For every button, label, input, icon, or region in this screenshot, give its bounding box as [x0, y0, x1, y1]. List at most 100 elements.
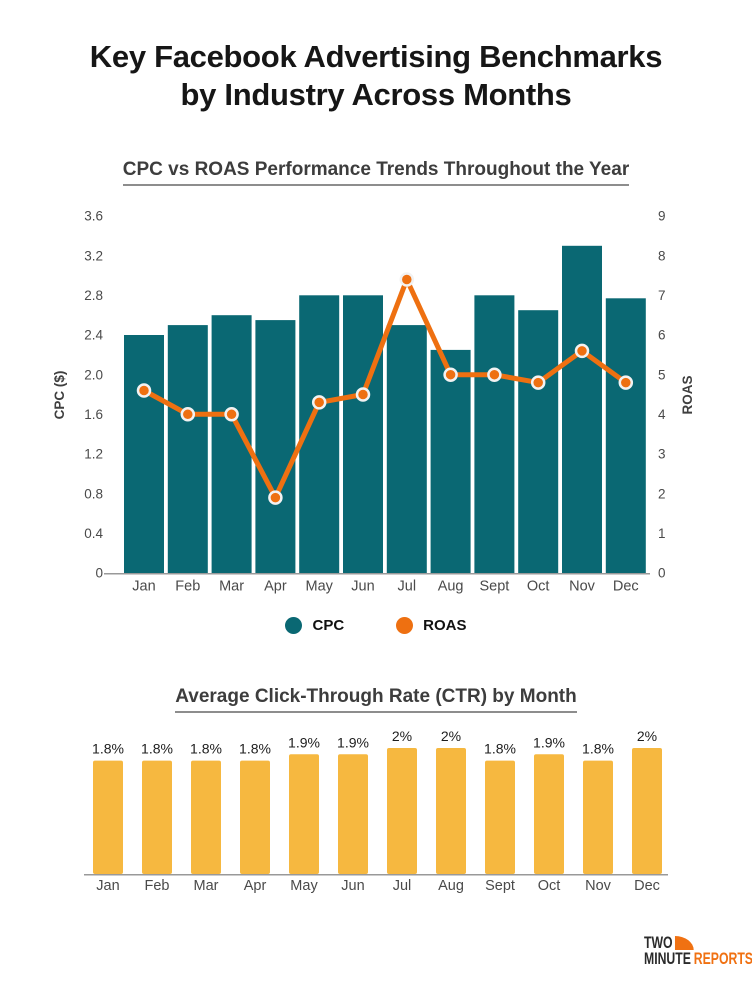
left-axis-tick-label: 3.6 [84, 209, 103, 224]
cpc-legend-label: CPC [312, 617, 345, 634]
ctr-value-label: 1.9% [533, 734, 565, 750]
x-axis-month-label: Oct [527, 579, 550, 595]
x-axis-month-label: Jun [351, 579, 374, 595]
cpc-bar [562, 245, 602, 574]
x-axis-month-label: Dec [634, 878, 660, 894]
roas-point [180, 407, 196, 422]
legend-item-roas: ROAS [396, 617, 467, 634]
x-axis-month-label: Jan [96, 878, 119, 894]
cpc-legend-dot-icon [285, 617, 303, 634]
left-axis-tick-label: 2.8 [84, 288, 103, 303]
page-title-line2: by Industry Across Months [180, 77, 572, 112]
ctr-bar [534, 754, 564, 874]
ctr-value-label: 1.8% [190, 741, 222, 757]
right-axis-tick-label: 3 [658, 447, 666, 462]
roas-point [224, 407, 239, 422]
roas-legend-dot-icon [396, 617, 414, 634]
roas-line [141, 277, 629, 501]
x-axis-month-label: Oct [538, 878, 561, 894]
ctr-value-label: 2% [392, 728, 412, 744]
ctr-value-label: 2% [637, 728, 657, 744]
left-axis-tick-label: 0 [95, 566, 103, 581]
logo-word-two: TWO [644, 933, 673, 952]
logo-row-1: TWO [644, 933, 752, 952]
x-axis-month-label: Nov [585, 878, 612, 894]
left-axis-tick-label: 1.6 [84, 407, 103, 422]
ctr-value-label: 1.9% [288, 734, 320, 750]
page-title-line1: Key Facebook Advertising Benchmarks [89, 39, 663, 74]
ctr-bar-chart: 1.8% 1.8% 1.8% 1.8% 1.9% 1.9% 2% 2% 1.8% 1.9% 1.8%… [84, 728, 668, 894]
cpc-bar [167, 325, 208, 573]
page-title: Key Facebook Advertising Benchmarks by I… [0, 38, 752, 114]
ctr-bar [93, 760, 123, 874]
ctr-bar [191, 760, 221, 874]
roas-point [443, 367, 458, 382]
x-axis-month-label: Jun [341, 878, 364, 894]
ctr-bar [583, 760, 613, 874]
logo-word-reports: REPORTS [693, 949, 752, 968]
roas-legend-label: ROAS [423, 617, 467, 634]
left-axis-tick-label: 0.8 [84, 486, 103, 501]
x-axis-month-label: Aug [438, 579, 464, 595]
right-axis-tick-label: 6 [658, 328, 666, 343]
cpc-bar [255, 320, 296, 573]
x-axis-month-label: Jan [132, 579, 155, 595]
x-axis-month-label: Feb [145, 878, 170, 894]
x-axis-month-label: Aug [438, 878, 464, 894]
chart-legend: CPC ROAS [0, 617, 752, 634]
roas-point [399, 272, 415, 287]
right-axis-tick-label: 4 [658, 407, 666, 422]
right-axis-tick-label: 2 [658, 486, 666, 501]
ctr-chart-title-text: Average Click-Through Rate (CTR) by Mont… [175, 686, 577, 713]
ctr-value-label: 1.9% [337, 734, 369, 750]
x-axis-month-label: Nov [569, 579, 596, 595]
ctr-chart-title: Average Click-Through Rate (CTR) by Mont… [0, 686, 752, 713]
roas-point [487, 367, 502, 382]
ctr-bar [485, 760, 515, 874]
ctr-value-label: 2% [441, 728, 461, 744]
cpc-bar [124, 335, 164, 573]
right-axis-tick-label: 5 [658, 367, 666, 382]
x-axis-month-label: Sept [485, 878, 515, 894]
x-axis-month-label: Apr [264, 579, 287, 595]
x-axis-month-label: May [305, 579, 333, 595]
combo-chart-title: CPC vs ROAS Performance Trends Throughou… [0, 159, 752, 186]
ctr-value-label: 1.8% [484, 741, 516, 757]
cpc-bar [430, 349, 471, 573]
x-axis-month-label: Mar [194, 878, 219, 894]
roas-point [618, 375, 634, 390]
roas-point [574, 343, 590, 359]
left-axis-title: CPC ($) [52, 371, 67, 420]
ctr-bar [632, 748, 662, 874]
logo-word-minute: MINUTE [644, 949, 691, 968]
left-axis-tick-label: 2.0 [84, 367, 103, 382]
ctr-bar [142, 760, 172, 874]
roas-point [136, 383, 152, 398]
right-axis-tick-label: 9 [658, 209, 666, 224]
roas-point [311, 395, 327, 410]
right-axis-tick-label: 7 [658, 288, 666, 303]
left-axis-tick-label: 2.4 [84, 328, 103, 343]
roas-point [355, 387, 371, 402]
logo-quarter-circle-icon [674, 936, 694, 950]
ctr-bar [387, 748, 417, 874]
x-axis-month-label: Jul [398, 579, 417, 595]
x-axis-month-label: Apr [244, 878, 267, 894]
roas-point [268, 490, 283, 505]
x-axis-month-label: Jul [393, 878, 412, 894]
x-axis-month-label: Feb [175, 579, 200, 595]
ctr-bar [338, 754, 368, 874]
cpc-bar [605, 298, 646, 573]
ctr-value-label: 1.8% [92, 741, 124, 757]
right-axis-tick-label: 8 [658, 248, 666, 263]
roas-point [530, 375, 546, 390]
right-axis-tick-label: 0 [658, 566, 666, 581]
x-axis-month-label: May [290, 878, 318, 894]
x-axis-month-label: Dec [613, 579, 639, 595]
combo-chart-title-text: CPC vs ROAS Performance Trends Throughou… [122, 159, 630, 186]
left-axis-tick-label: 3.2 [84, 248, 103, 263]
x-axis-month-label: Sept [479, 579, 509, 595]
left-axis-tick-label: 1.2 [84, 447, 103, 462]
right-axis-title: ROAS [680, 375, 695, 414]
